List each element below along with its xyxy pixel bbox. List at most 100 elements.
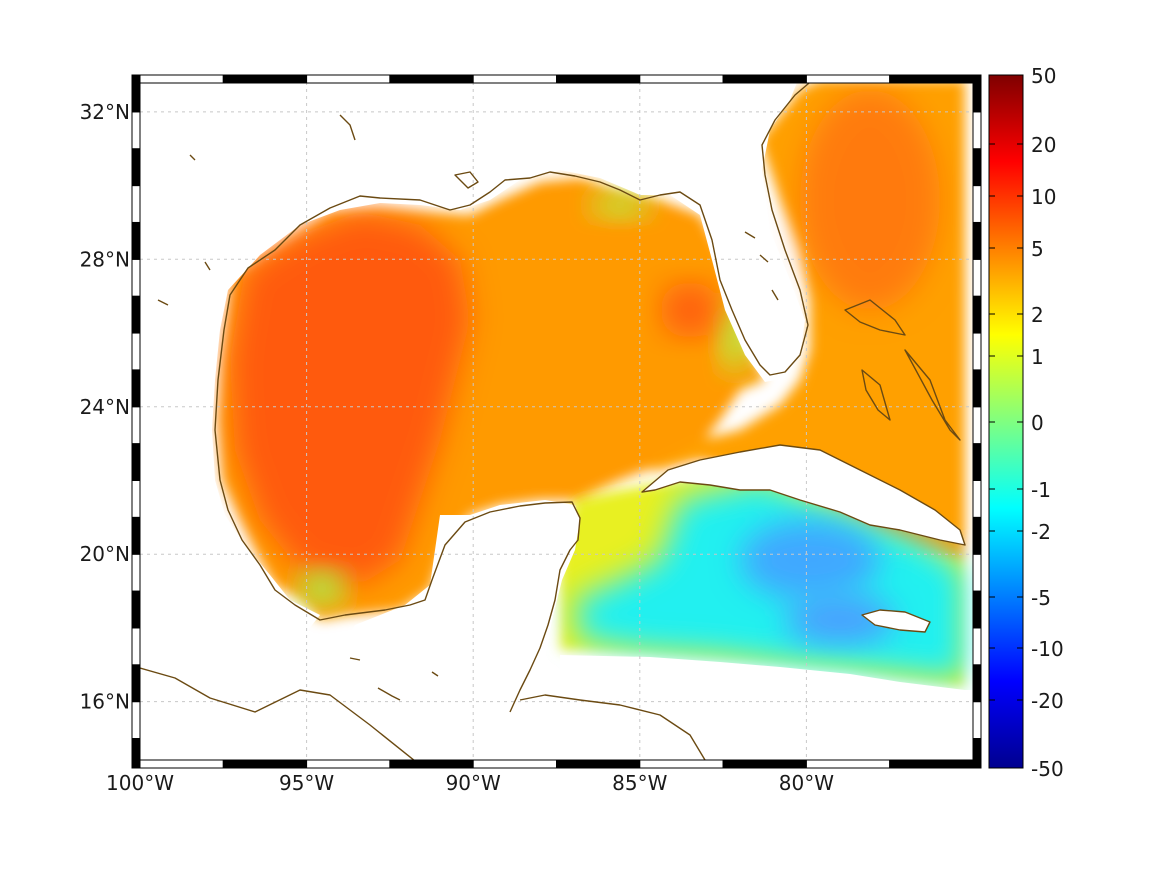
colorbar-tick-label: -1 [1031, 478, 1051, 502]
colorbar-tick-label: 10 [1031, 185, 1056, 209]
caribbean-blue-core [740, 520, 880, 600]
colorbar-tick-label: 5 [1031, 237, 1044, 261]
frame-segment [131, 258, 141, 297]
frame-segment [139, 759, 224, 769]
frame-segment [889, 74, 974, 84]
lon-tick-labels: 100°W 95°W 90°W 85°W 80°W [106, 771, 834, 795]
frame-segment [131, 627, 141, 666]
lat-tick-labels: 16°N 20°N 24°N 28°N 32°N [80, 100, 130, 714]
frame-segment [972, 590, 982, 629]
lon-tick-label: 80°W [779, 771, 834, 795]
frame-segment [972, 664, 982, 703]
frame-segment [722, 759, 807, 769]
frame-segment [805, 74, 891, 84]
honduras-coast [519, 694, 706, 761]
coastlines [140, 77, 966, 766]
frame-segment [222, 759, 308, 769]
colorbar-tick-label: -20 [1031, 689, 1064, 713]
frame-segment [639, 759, 724, 769]
frame-segment [131, 74, 141, 113]
colorbar-tick-label: 0 [1031, 411, 1044, 435]
frame-segment [972, 516, 982, 555]
mexico-gulf-coast [219, 479, 581, 713]
cuba-coast [641, 444, 966, 546]
frame-segment [639, 74, 724, 84]
coastal-green-mississippi [590, 191, 650, 219]
frame-segment [389, 759, 474, 769]
frame-segment [131, 443, 141, 481]
jamaica-coast [861, 609, 931, 633]
map-frame [131, 74, 982, 769]
frame-segment [972, 369, 982, 408]
colorbar-tick-label: -5 [1031, 586, 1051, 610]
frame-segment [972, 111, 982, 150]
frame-segment [472, 74, 558, 84]
frame-segment [131, 221, 141, 260]
frame-segment [131, 590, 141, 629]
frame-segment [131, 185, 141, 223]
frame-segment [139, 74, 224, 84]
frame-segment [972, 553, 982, 592]
lon-tick-label: 95°W [279, 771, 334, 795]
frame-segment [131, 516, 141, 555]
frame-segment [131, 553, 141, 592]
frame-segment [972, 443, 982, 481]
frame-segment [972, 738, 982, 769]
frame-segment [972, 406, 982, 445]
lat-tick-label: 24°N [80, 395, 130, 419]
frame-segment [972, 479, 982, 518]
lon-tick-label: 85°W [612, 771, 667, 795]
bahamas-islands [844, 299, 961, 441]
frame-segment [889, 759, 974, 769]
us-gulf-coast [214, 77, 816, 481]
frame-segment [972, 74, 982, 113]
frame-segment [389, 74, 474, 84]
gridlines [140, 75, 973, 768]
frame-segment [131, 295, 141, 334]
frame-segment [805, 759, 891, 769]
loop-current-red [660, 282, 720, 338]
lat-tick-label: 16°N [80, 690, 130, 714]
small-islands [157, 114, 479, 701]
frame-segment [556, 759, 641, 769]
frame-segment [972, 258, 982, 297]
western-gulf-field [230, 212, 470, 585]
frame-segment [131, 664, 141, 703]
frame-segment [972, 701, 982, 740]
frame-segment [972, 185, 982, 223]
frame-segment [131, 332, 141, 371]
frame-segment [972, 627, 982, 666]
coastal-green-nw [298, 570, 346, 606]
colorbar-tick-label: -10 [1031, 637, 1064, 661]
lon-tick-label: 100°W [106, 771, 174, 795]
frame-segment [306, 74, 391, 84]
no-data-bottom [560, 655, 973, 768]
frame-segment [131, 111, 141, 150]
colorbar-tick-label: 2 [1031, 303, 1044, 327]
frame-segment [972, 332, 982, 371]
colorbar-tick-label: -2 [1031, 520, 1051, 544]
atlantic-red-core [800, 90, 940, 310]
lat-tick-label: 32°N [80, 100, 130, 124]
frame-segment [131, 738, 141, 769]
colorbar-tick-label: 1 [1031, 345, 1044, 369]
frame-segment [972, 148, 982, 187]
lat-tick-label: 28°N [80, 247, 130, 271]
frame-segment [472, 759, 558, 769]
colorbar-tick-label: 20 [1031, 133, 1056, 157]
frame-segment [972, 295, 982, 334]
frame-segment [131, 479, 141, 518]
lat-tick-label: 20°N [80, 542, 130, 566]
frame-segment [556, 74, 641, 84]
west-florida-islands [744, 231, 779, 301]
caribbean-blue-core-2 [785, 595, 895, 645]
frame-segment [131, 369, 141, 408]
frame-segment [131, 701, 141, 740]
frame-segment [131, 406, 141, 445]
frame-segment [222, 74, 308, 84]
central-america-coast [140, 667, 421, 766]
colorbar-tick-label: 50 [1031, 64, 1056, 88]
